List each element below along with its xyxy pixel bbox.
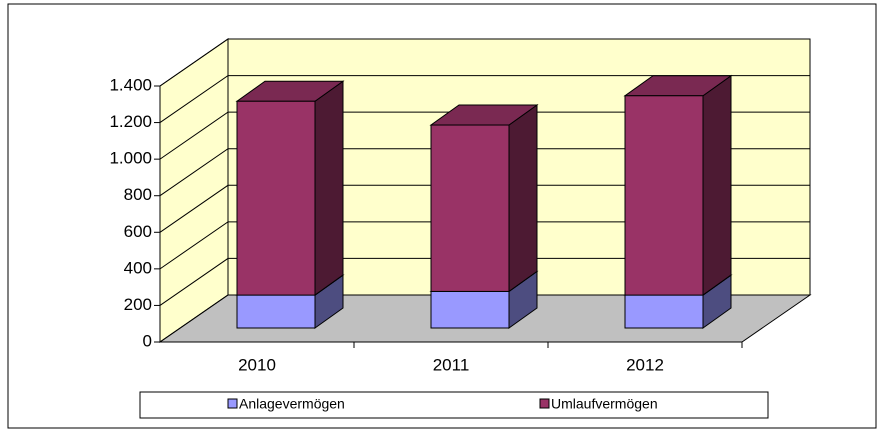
bar (430, 124, 510, 292)
x-tick-label: 2012 (626, 355, 664, 374)
x-tick-label: 2010 (238, 355, 276, 374)
bar (624, 294, 704, 329)
grid-line (159, 294, 810, 343)
bar (236, 294, 316, 329)
grid-line (159, 257, 810, 306)
legend-label: Umlaufvermögen (551, 396, 658, 412)
legend-swatch (539, 398, 550, 409)
bar-side (702, 74, 732, 297)
bar (236, 100, 316, 296)
y-tick-label: 800 (124, 185, 152, 204)
grid-line (159, 148, 810, 197)
y-tick-label: 600 (124, 222, 152, 241)
grid-line (159, 75, 810, 123)
bar (624, 95, 704, 296)
side-wall (159, 38, 229, 343)
legend-label: Anlagevermögen (239, 396, 345, 412)
grid-line (159, 38, 810, 87)
y-tick-label: 1.200 (109, 112, 152, 131)
bar-side (508, 104, 538, 293)
grid-line (159, 221, 810, 270)
y-tick-label: 1.400 (109, 75, 152, 94)
grid-line (159, 111, 810, 160)
legend-box (139, 391, 769, 419)
legend-swatch (227, 398, 238, 409)
bar-side (314, 80, 344, 297)
y-tick-label: 200 (124, 295, 152, 314)
bar (430, 290, 510, 329)
y-tick-label: 1.000 (109, 149, 152, 168)
y-tick-label: 400 (124, 258, 152, 277)
x-tick-label: 2011 (433, 355, 470, 374)
grid-line (159, 184, 810, 233)
y-tick-label: 0 (143, 331, 152, 350)
